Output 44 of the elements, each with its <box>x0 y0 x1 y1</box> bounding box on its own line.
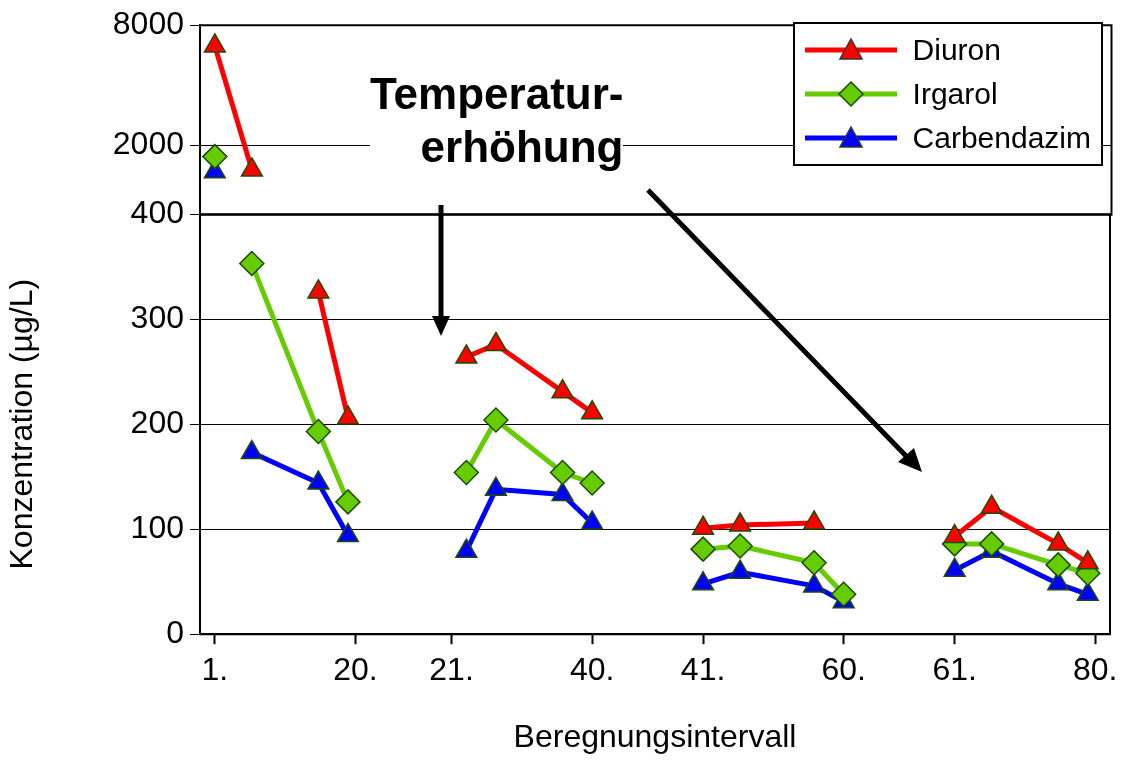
point <box>943 523 966 544</box>
legend-label: Diuron <box>912 33 1001 67</box>
x-tick-label: 61. <box>932 651 977 688</box>
x-tick-label: 1. <box>201 651 229 688</box>
point <box>728 512 752 532</box>
point <box>580 399 604 420</box>
y-tick-label: 8000 <box>112 5 184 42</box>
point <box>455 538 478 558</box>
x-tick-label: 41. <box>680 651 726 688</box>
point <box>802 573 826 593</box>
point <box>943 557 966 577</box>
point <box>1076 550 1099 570</box>
point <box>307 470 330 490</box>
y-tick-label: 400 <box>130 194 184 231</box>
legend-label: Carbendazim <box>912 121 1091 155</box>
point <box>484 476 508 497</box>
y-tick-label: 200 <box>130 404 184 441</box>
x-tick-label: 21. <box>429 651 474 688</box>
point <box>484 331 508 352</box>
y-tick-label: 2000 <box>112 125 184 162</box>
point <box>336 405 360 425</box>
legend-label: Irgarol <box>912 77 998 111</box>
y-tick-label: 100 <box>130 509 184 546</box>
point <box>240 439 263 460</box>
x-axis-title: Beregnungsintervall <box>513 717 797 754</box>
point <box>1047 531 1070 551</box>
point <box>580 510 604 530</box>
point <box>455 344 478 364</box>
x-tick-label: 40. <box>569 651 615 688</box>
x-tick-label: 20. <box>333 651 378 688</box>
point <box>307 279 330 299</box>
y-tick-label: 300 <box>130 299 184 336</box>
x-tick-label: 60. <box>821 651 866 688</box>
point <box>691 571 715 591</box>
y-axis-title: Konzentration (µg/L) <box>3 278 40 570</box>
point <box>336 522 360 543</box>
x-tick-label: 80. <box>1072 651 1118 688</box>
point <box>802 510 826 530</box>
point <box>980 494 1003 514</box>
point <box>551 378 574 399</box>
y-tick-label: 0 <box>166 614 184 651</box>
annotation: Temperatur- erhöhung <box>370 68 624 174</box>
point <box>691 515 715 535</box>
point <box>728 559 752 579</box>
